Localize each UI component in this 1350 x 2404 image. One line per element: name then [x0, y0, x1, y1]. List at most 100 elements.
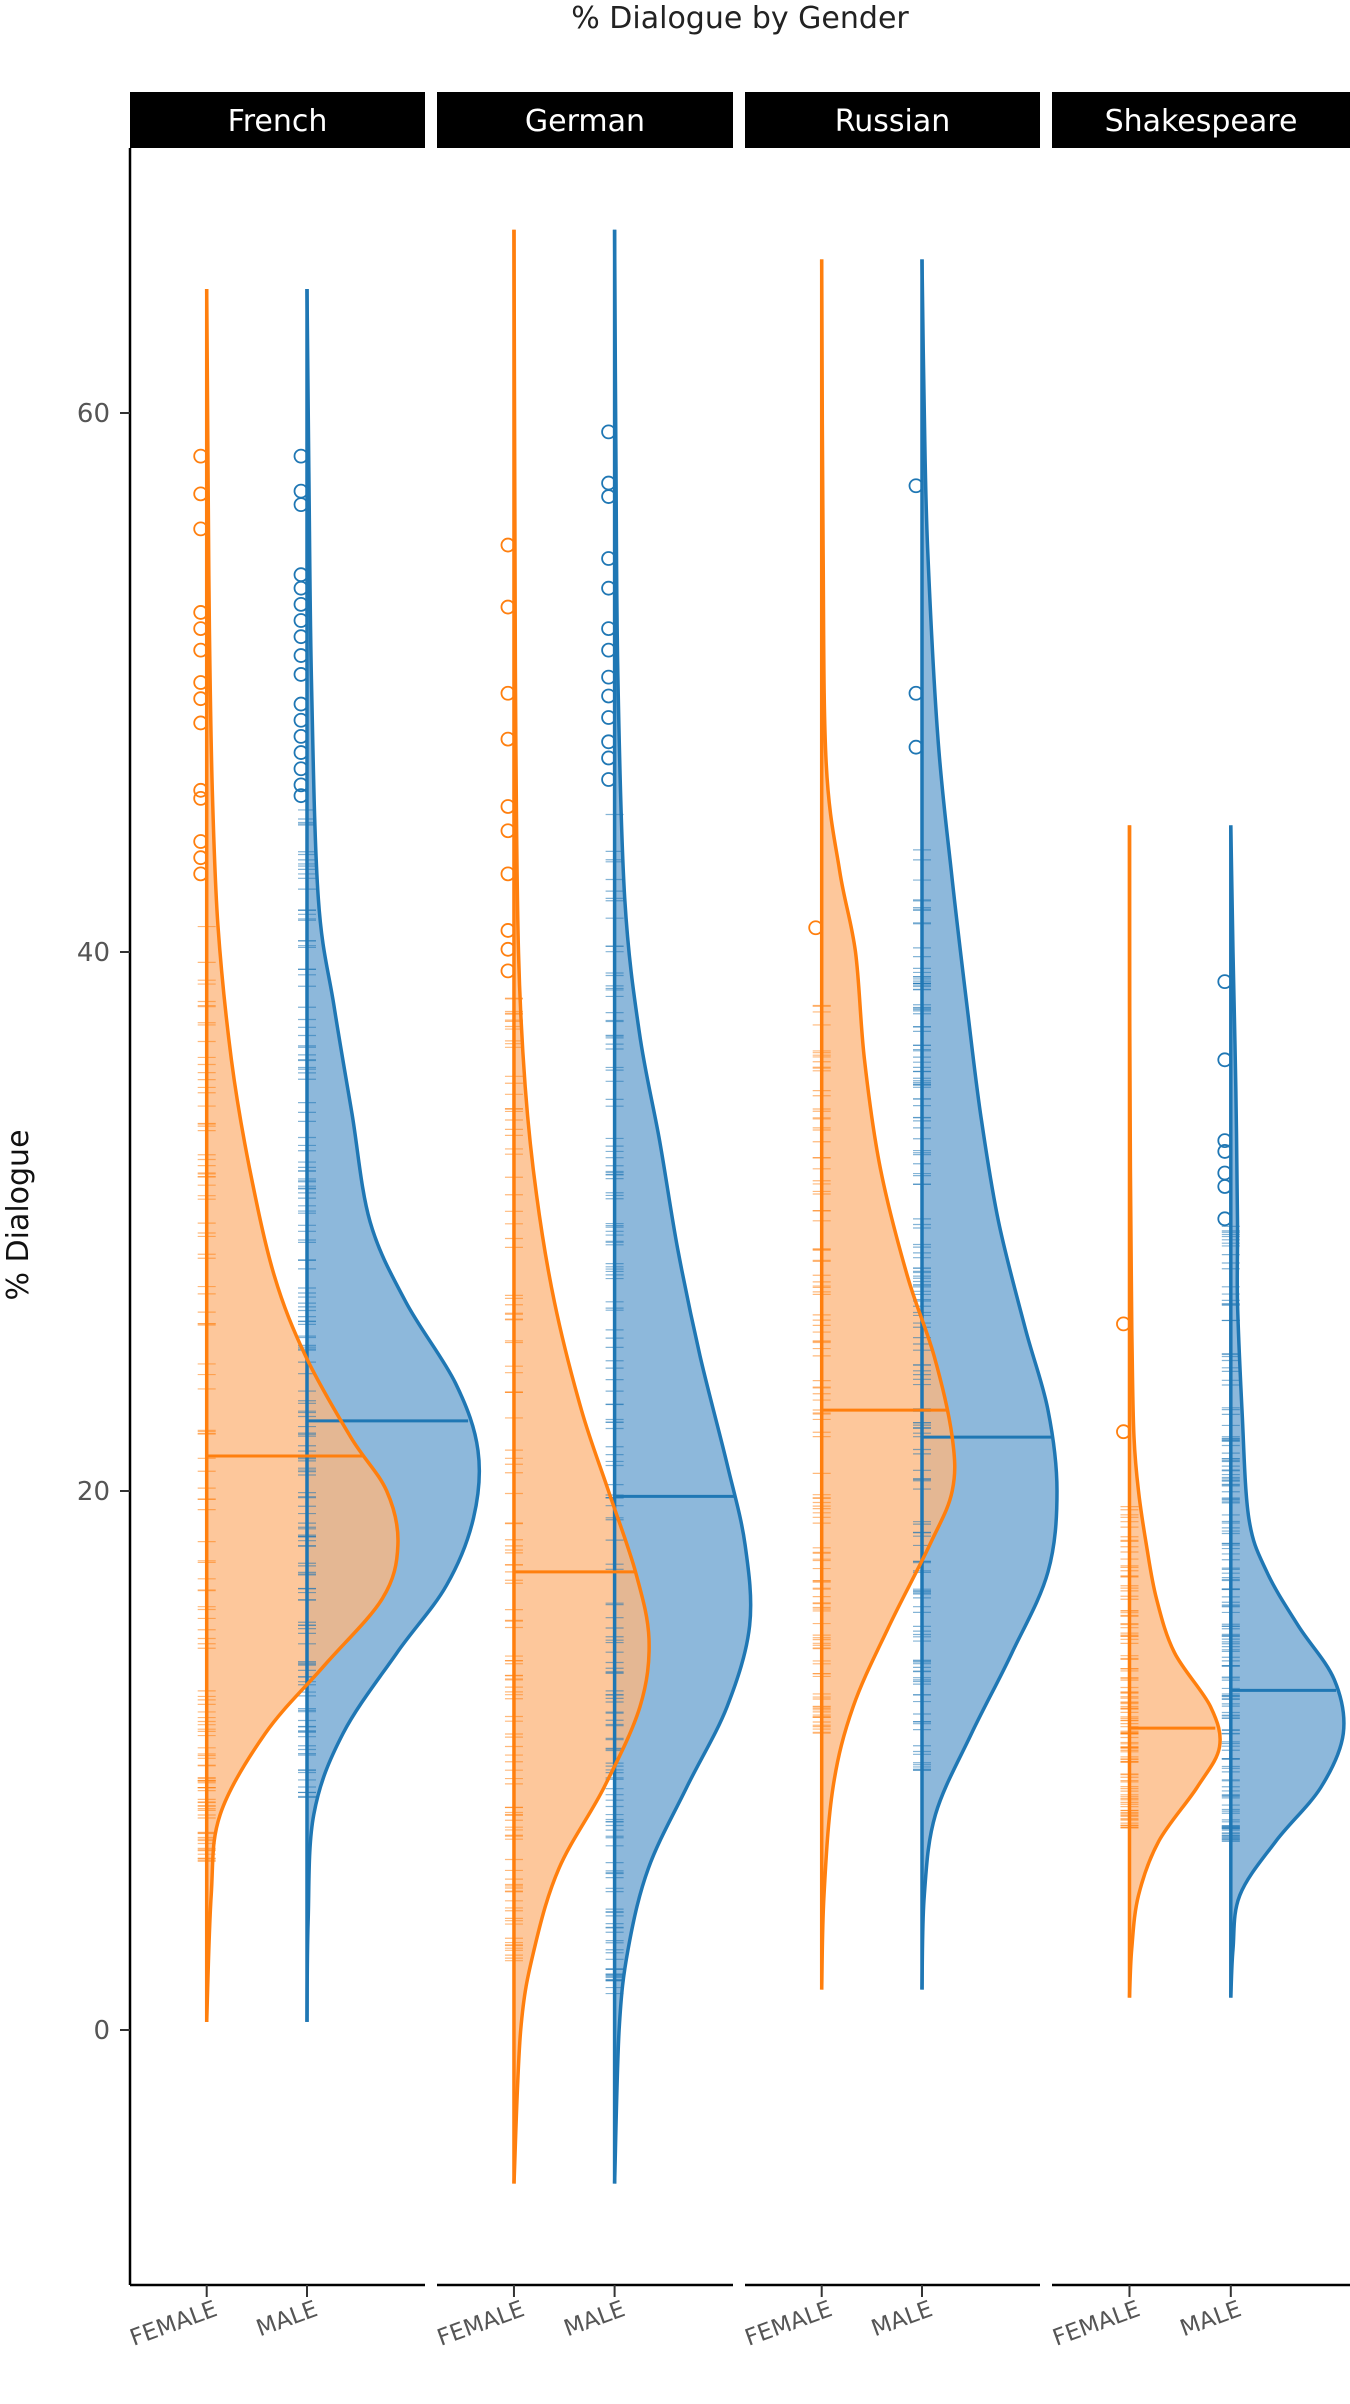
outlier-point [193, 715, 209, 731]
outlier-point [193, 605, 209, 620]
outlier-point [293, 788, 309, 804]
outlier-point [601, 734, 616, 750]
outlier-point [193, 675, 209, 690]
outlier-point [293, 696, 309, 712]
strip-label: German [525, 104, 645, 139]
outlier-point [1217, 1165, 1233, 1181]
strip-header-bg [437, 92, 733, 148]
outlier-point [293, 613, 309, 628]
outlier-point [1217, 1052, 1233, 1068]
outlier-point [293, 629, 309, 645]
outlier-point [601, 424, 616, 440]
x-tick-label: FEMALE [1049, 2296, 1143, 2351]
outlier-point [908, 739, 924, 755]
outlier-point [193, 782, 209, 798]
outlier-point [1217, 974, 1233, 990]
panel-russian: Russian MALE FEMALE [742, 92, 1059, 2352]
outlier-point [293, 596, 309, 612]
y-axis-label: % Dialogue [1, 1129, 36, 1300]
strip-header-bg [745, 92, 1040, 148]
strip-label: Shakespeare [1105, 104, 1298, 139]
outlier-point [193, 486, 209, 502]
outlier-point [1217, 1133, 1233, 1149]
outlier-point [193, 448, 209, 464]
outlier-point [193, 642, 209, 658]
outlier-point [908, 478, 924, 494]
violin-outline-female [204, 288, 400, 2022]
outlier-point [601, 750, 616, 766]
outlier-point [293, 648, 309, 663]
outlier-point [193, 866, 209, 882]
outlier-point [500, 599, 516, 615]
outlier-point [193, 621, 209, 636]
outlier-point [601, 475, 616, 491]
strip-header-bg [1052, 92, 1350, 148]
violin-fill-male [307, 289, 480, 2022]
violin-outline-male [920, 259, 1059, 1990]
outlier-point [1116, 1424, 1131, 1440]
x-tick-label: MALE [868, 2296, 936, 2342]
x-tick-label: FEMALE [127, 2296, 221, 2351]
outlier-point [293, 448, 309, 464]
outlier-point [193, 850, 209, 866]
outlier-point [1116, 1316, 1131, 1332]
outlier-point [193, 834, 209, 849]
violin-outline-female [819, 259, 957, 1990]
violin-outline-male [1229, 825, 1346, 1998]
panel-german: German MALE FEMALE [434, 92, 753, 2352]
outlier-point [293, 745, 309, 760]
chart-title: % Dialogue by Gender [571, 1, 909, 36]
y-tick-label: 0 [93, 2016, 110, 2046]
panel-french: French MALE FEMALE [127, 92, 482, 2352]
outlier-point [601, 642, 616, 658]
panel-shakespeare: Shakespeare MALE FEMALE [1049, 92, 1350, 2352]
outlier-point [601, 551, 616, 566]
outlier-point [293, 712, 309, 728]
outlier-point [500, 923, 516, 938]
y-tick-label: 60 [77, 399, 110, 429]
outlier-point [293, 567, 309, 583]
strip-label: Russian [835, 104, 951, 139]
outlier-point [500, 941, 516, 957]
violin-outline-male [612, 229, 753, 2184]
y-tick-label: 20 [77, 1477, 110, 1507]
outlier-point [601, 669, 616, 685]
outlier-point [293, 667, 309, 682]
outlier-point [293, 777, 309, 793]
outlier-point [500, 823, 516, 839]
outlier-point [193, 521, 209, 537]
outlier-point [808, 920, 824, 936]
outlier-point [500, 537, 516, 553]
outlier-point [500, 799, 516, 814]
violin-fill-female [206, 289, 398, 2022]
violin-outline-female [512, 229, 651, 2184]
outlier-point [500, 685, 516, 701]
outlier-point [193, 790, 209, 806]
outlier-point [193, 691, 209, 707]
outlier-point [293, 483, 309, 499]
outlier-point [500, 866, 516, 882]
x-tick-label: FEMALE [742, 2296, 836, 2351]
violin-fill-male [1230, 825, 1344, 1998]
x-tick-label: MALE [253, 2296, 321, 2342]
outlier-point [601, 621, 616, 636]
outlier-point [500, 963, 516, 979]
y-tick-label: 40 [77, 938, 110, 968]
violin-fill-male [922, 259, 1057, 1990]
outlier-point [601, 580, 616, 596]
outlier-point [601, 772, 616, 787]
outlier-point [1217, 1144, 1233, 1159]
outlier-point [601, 710, 616, 725]
outlier-point [1217, 1211, 1233, 1227]
violin-fill-female [1129, 825, 1221, 1998]
strip-label: French [228, 104, 328, 139]
outlier-point [601, 688, 616, 704]
x-tick-label: MALE [1177, 2296, 1245, 2342]
outlier-point [908, 685, 924, 701]
strip-header-bg [130, 92, 425, 148]
outlier-point [500, 731, 516, 747]
outlier-point [293, 729, 309, 744]
x-tick-label: FEMALE [434, 2296, 528, 2351]
